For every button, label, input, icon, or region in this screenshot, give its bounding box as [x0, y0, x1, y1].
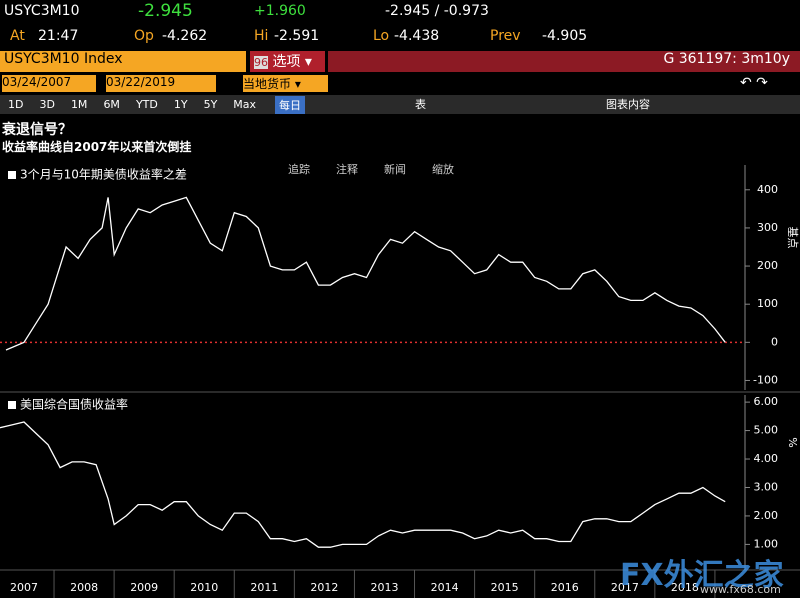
period-button[interactable]: YTD: [135, 98, 158, 111]
y-tick-label: 100: [757, 297, 778, 310]
x-tick-label: 2013: [371, 581, 399, 594]
period-button[interactable]: Max: [233, 98, 257, 111]
y-tick-label: 400: [757, 183, 778, 196]
x-tick-label: 2008: [70, 581, 98, 594]
title: 衰退信号？: [2, 122, 72, 138]
x-tick-label: 2015: [491, 581, 519, 594]
watermark: FX外汇之家: [620, 550, 784, 594]
index: USYC3M10 Index: [4, 51, 123, 67]
chart-tools: 追踪 注释 新闻 缩放: [288, 161, 480, 177]
x-tick-label: 2014: [431, 581, 459, 594]
legend-label: 3个月与10年期美债收益率之差: [20, 167, 187, 182]
y-tick-label: 3.00: [754, 480, 779, 493]
series-line: [0, 421, 726, 548]
table-button[interactable]: 表: [415, 98, 426, 111]
series-line: [5, 196, 726, 351]
security: G 361197: 3m10y: [663, 51, 790, 67]
nav-icons[interactable]: ↶ ↷: [740, 75, 768, 91]
legend-swatch: [8, 171, 16, 179]
x-tick-label: 2007: [10, 581, 38, 594]
ticker: USYC3M10: [4, 3, 80, 19]
hi: -2.591: [274, 28, 320, 44]
period-button[interactable]: 6M: [103, 98, 120, 111]
frequency[interactable]: 每日: [275, 96, 305, 114]
y-tick-label: 4.00: [754, 452, 779, 465]
currency-text: 当地货币: [243, 77, 292, 91]
y-tick-label: 1.00: [754, 537, 779, 550]
chart-tool[interactable]: 注释: [336, 163, 358, 176]
index-field[interactable]: USYC3M10 Index: [0, 51, 246, 72]
chart-tool[interactable]: 追踪: [288, 163, 310, 176]
x-tick-label: 2009: [130, 581, 158, 594]
range: -2.945 / -0.973: [385, 3, 489, 19]
end-date-text: 03/22/2019: [106, 75, 176, 89]
end-date[interactable]: 03/22/2019: [106, 75, 216, 92]
x-tick-label: 2010: [190, 581, 218, 594]
y-tick-label: 300: [757, 221, 778, 234]
period-button[interactable]: 1Y: [173, 98, 188, 111]
start-date[interactable]: 03/24/2007: [2, 75, 96, 92]
x-tick-label: 2012: [310, 581, 338, 594]
at-label: At: [10, 28, 25, 44]
legend-swatch: [8, 401, 16, 409]
lo-label: Lo: [373, 28, 390, 44]
last: -2.945: [138, 1, 193, 21]
chart-tool[interactable]: 新闻: [384, 163, 406, 176]
x-tick-label: 2018: [671, 581, 699, 594]
op-label: Op: [134, 28, 154, 44]
time: 21:47: [38, 28, 79, 44]
y-axis-label: %: [786, 437, 799, 447]
period-button[interactable]: 1M: [70, 98, 88, 111]
prev-label: Prev: [490, 28, 521, 44]
y-tick-label: 6.00: [754, 395, 779, 408]
menu-button[interactable]: 96 选项 ▾: [250, 51, 325, 72]
period-button[interactable]: 5Y: [203, 98, 218, 111]
watermark-url: www.fx68.com: [700, 583, 781, 596]
op: -4.262: [162, 28, 208, 44]
watermark-brand: FX外汇之家: [620, 558, 784, 593]
start-date-text: 03/24/2007: [2, 75, 72, 89]
x-tick-label: 2011: [250, 581, 278, 594]
lo: -4.438: [394, 28, 440, 44]
legend-label: 美国综合国债收益率: [20, 397, 128, 412]
currency[interactable]: 当地货币 ▾: [243, 75, 328, 92]
menu: 选项: [272, 54, 301, 70]
toolbar: 1D 3D 1M 6M YTD 1Y 5Y Max: [0, 95, 800, 114]
chart-tool[interactable]: 缩放: [432, 163, 454, 176]
subtitle: 收益率曲线自2007年以来首次倒挂: [2, 140, 192, 154]
y-tick-label: 0: [771, 335, 778, 348]
hi-label: Hi: [254, 28, 269, 44]
security-bar: G 361197: 3m10y: [328, 51, 800, 72]
period-button[interactable]: 3D: [39, 98, 55, 111]
x-tick-label: 2016: [551, 581, 579, 594]
menu-num: 96: [254, 56, 268, 69]
y-tick-label: 2.00: [754, 509, 779, 522]
prev: -4.905: [542, 28, 588, 44]
y-tick-label: 5.00: [754, 424, 779, 437]
y-tick-label: -100: [753, 373, 778, 386]
x-tick-label: 2017: [611, 581, 639, 594]
period-button[interactable]: 1D: [8, 98, 24, 111]
chart-content[interactable]: 图表内容: [606, 98, 650, 111]
y-axis-label: 基点: [786, 227, 799, 249]
y-tick-label: 200: [757, 259, 778, 272]
change: +1.960: [254, 3, 306, 19]
